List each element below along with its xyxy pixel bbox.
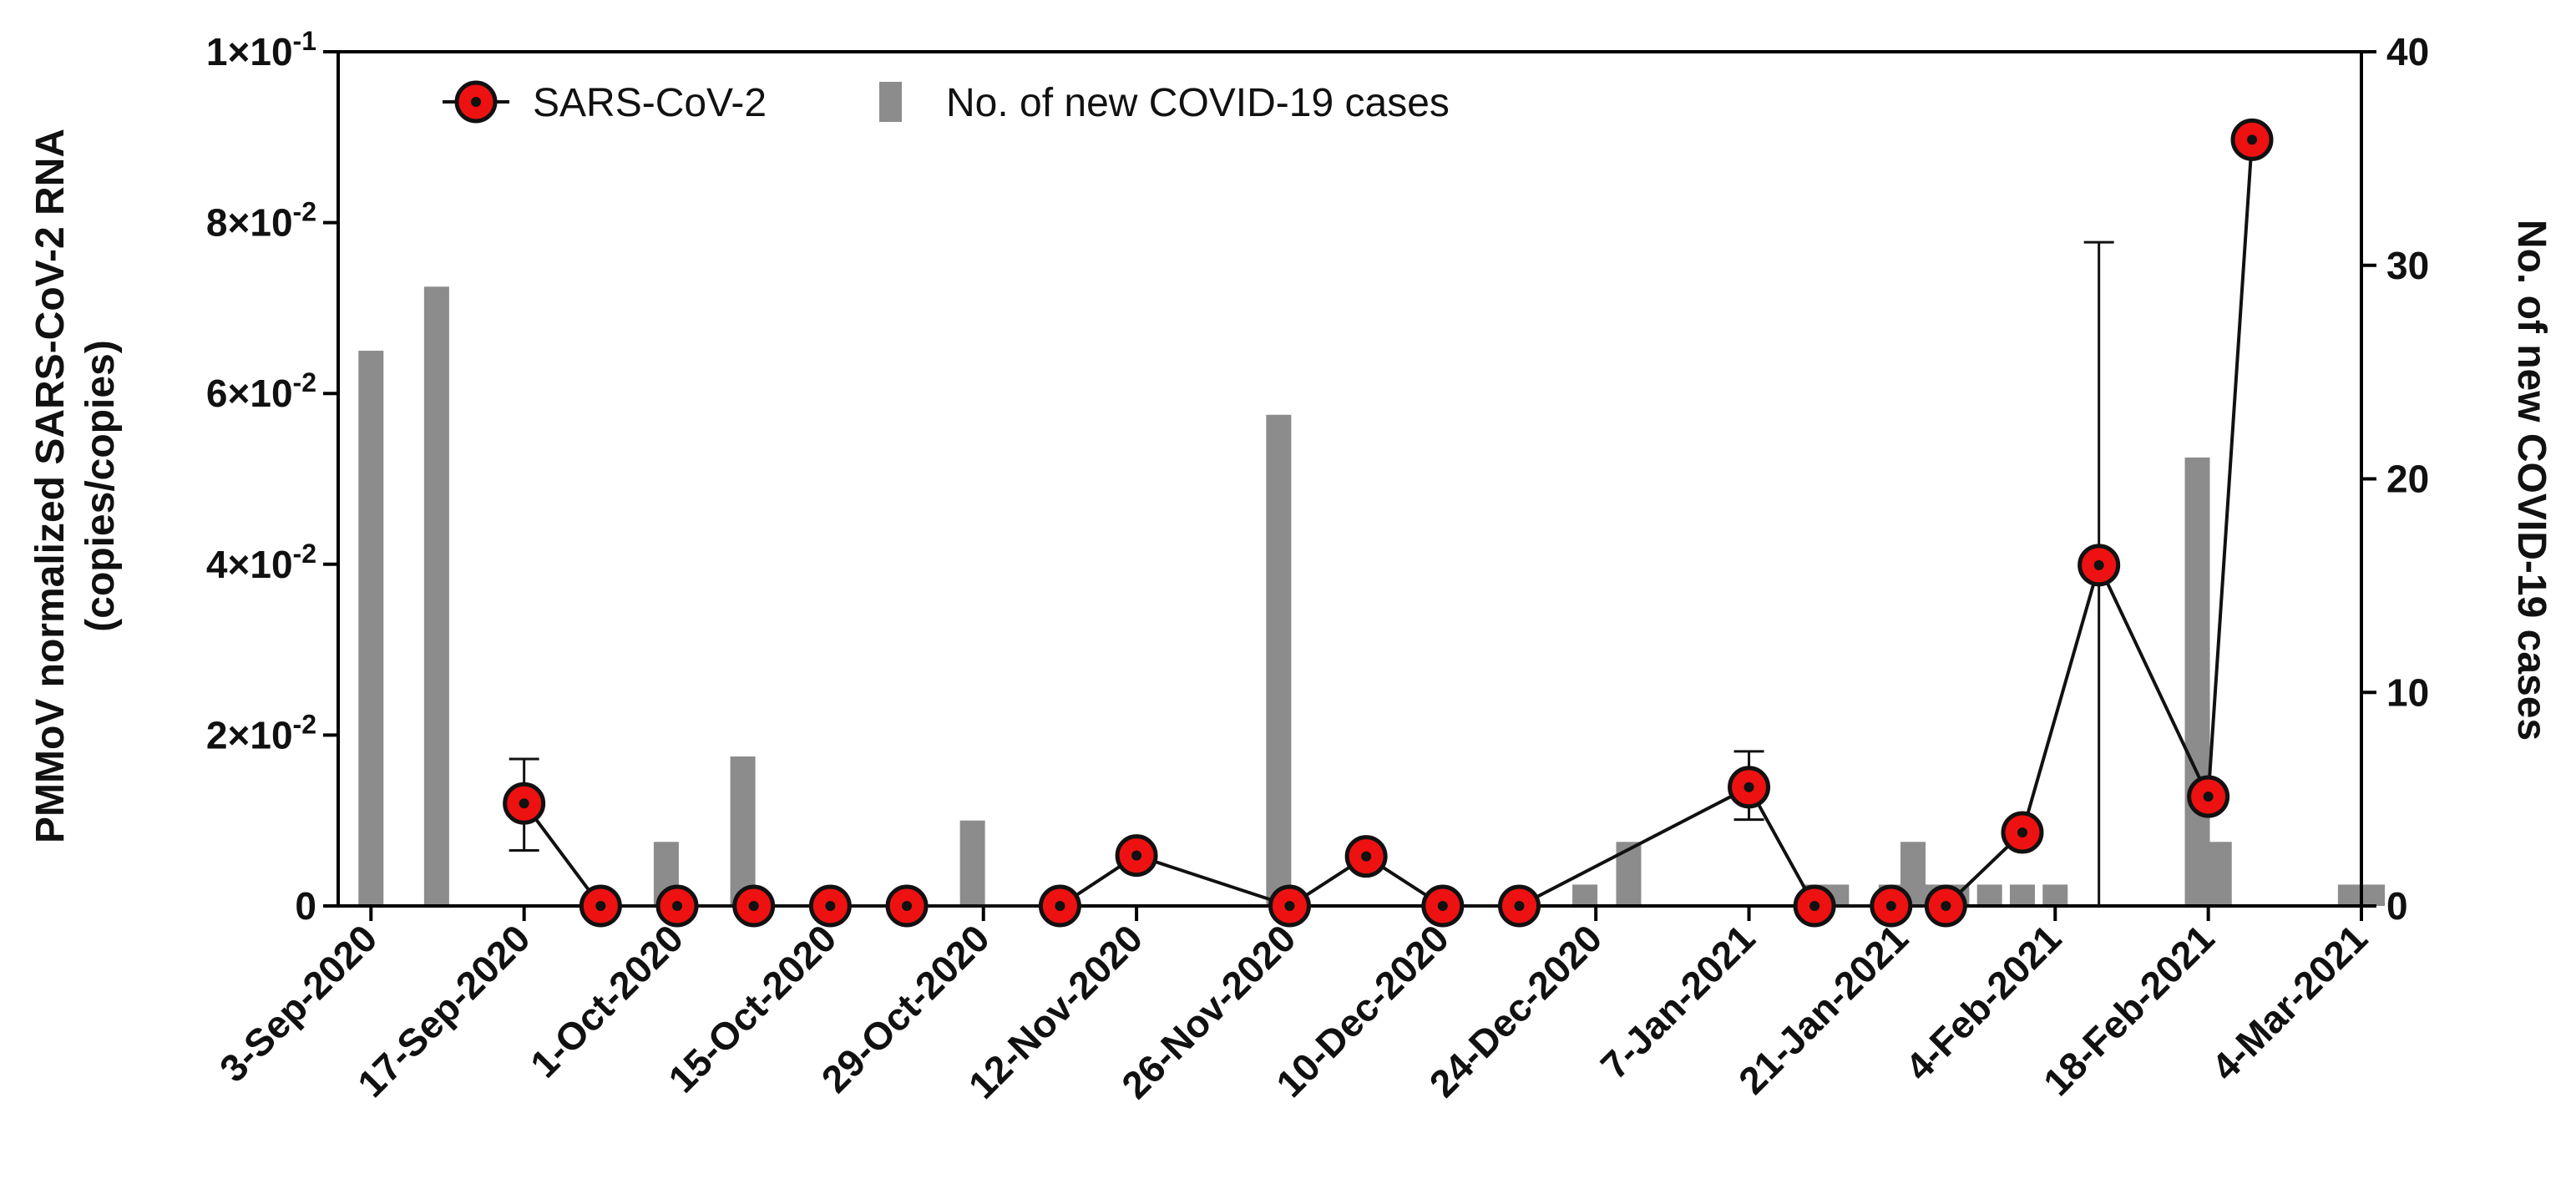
case-bar: [2009, 884, 2035, 906]
left-tick-mantissa: 8×10: [206, 201, 293, 245]
left-tick-exponent: -2: [293, 367, 316, 397]
data-point-center-dot: [1743, 782, 1754, 792]
left-tick-label: 8×10-2: [206, 197, 316, 245]
data-point-center-dot: [1284, 901, 1295, 911]
data-point-center-dot: [1437, 901, 1448, 911]
left-tick-label: 1×10-1: [206, 26, 316, 73]
case-bar: [1572, 884, 1598, 906]
case-bar: [2184, 457, 2210, 906]
right-tick-label: 20: [2386, 458, 2429, 501]
data-point-center-dot: [595, 901, 606, 911]
data-point-center-dot: [825, 901, 836, 911]
case-bar: [423, 286, 449, 906]
left-tick-label: 4×10-2: [206, 539, 316, 586]
data-point-center-dot: [902, 901, 913, 911]
left-tick-mantissa: 0: [295, 884, 316, 928]
left-tick-label: 6×10-2: [206, 367, 316, 415]
case-bar: [730, 756, 756, 906]
bar-series-new-cases: [358, 286, 2386, 906]
sars-cov-2-line: [523, 139, 2254, 908]
legend: SARS-CoV-2 No. of new COVID-19 cases: [443, 80, 1450, 125]
case-bar: [2337, 884, 2363, 906]
left-tick-mantissa: 2×10: [206, 713, 293, 756]
data-point-center-dot: [1131, 850, 1142, 861]
data-point-center-dot: [2203, 792, 2214, 802]
left-tick-exponent: -2: [293, 197, 316, 227]
x-tick-label: 7-Jan-2021: [1592, 916, 1764, 1087]
right-axis-title: No. of new COVID-19 cases: [2509, 220, 2553, 741]
data-point-center-dot: [1055, 901, 1065, 911]
x-tick-label: 4-Mar-2021: [2203, 916, 2376, 1089]
data-point-center-dot: [2017, 827, 2027, 838]
line-series-sars-cov-2: [503, 118, 2274, 928]
right-tick-label: 0: [2386, 884, 2408, 928]
data-point-center-dot: [519, 798, 529, 809]
data-point-center-dot: [1885, 901, 1896, 911]
left-axis-title-line-1: PMMoV normalized SARS-CoV-2 RNA: [28, 129, 73, 843]
case-bar: [1976, 884, 2002, 906]
data-point-center-dot: [672, 901, 683, 911]
case-bar: [1266, 414, 1292, 906]
left-axis-title-line-2: (copies/copies): [78, 340, 123, 631]
case-bar: [2042, 884, 2068, 906]
left-tick-exponent: -2: [293, 709, 316, 739]
axis-titles: PMMoV normalized SARS-CoV-2 RNA (copies/c…: [28, 129, 2553, 843]
right-tick-label: 10: [2386, 670, 2429, 714]
legend-label-new-cases: No. of new COVID-19 cases: [946, 81, 1450, 125]
case-bar: [2360, 884, 2386, 906]
data-point-center-dot: [1361, 851, 1372, 862]
left-tick-label: 2×10-2: [206, 709, 316, 756]
left-tick-exponent: -1: [293, 26, 316, 56]
data-point-center-dot: [1809, 901, 1820, 911]
left-tick-mantissa: 4×10: [206, 543, 293, 586]
left-tick-mantissa: 1×10: [206, 30, 293, 73]
data-point-center-dot: [1514, 901, 1525, 911]
case-bar: [959, 820, 985, 906]
legend-marker-dot: [471, 97, 481, 107]
left-tick-mantissa: 6×10: [206, 372, 293, 415]
data-point-center-dot: [2093, 559, 2104, 570]
case-bar: [2206, 842, 2232, 906]
legend-label-sars-cov-2: SARS-CoV-2: [533, 81, 767, 125]
data-point-center-dot: [1941, 901, 1951, 911]
x-tick-label: 4-Feb-2021: [1897, 916, 2070, 1089]
data-point-center-dot: [748, 901, 759, 911]
left-tick-label: 0: [295, 884, 316, 928]
case-bar: [1616, 842, 1642, 906]
x-tick-label: 1-Oct-2020: [522, 916, 691, 1085]
right-tick-label: 30: [2386, 244, 2429, 287]
right-tick-label: 40: [2386, 30, 2429, 73]
legend-bar-swatch: [879, 82, 902, 122]
data-point-center-dot: [2247, 134, 2258, 145]
left-tick-exponent: -2: [293, 539, 316, 569]
case-bar: [358, 351, 384, 906]
